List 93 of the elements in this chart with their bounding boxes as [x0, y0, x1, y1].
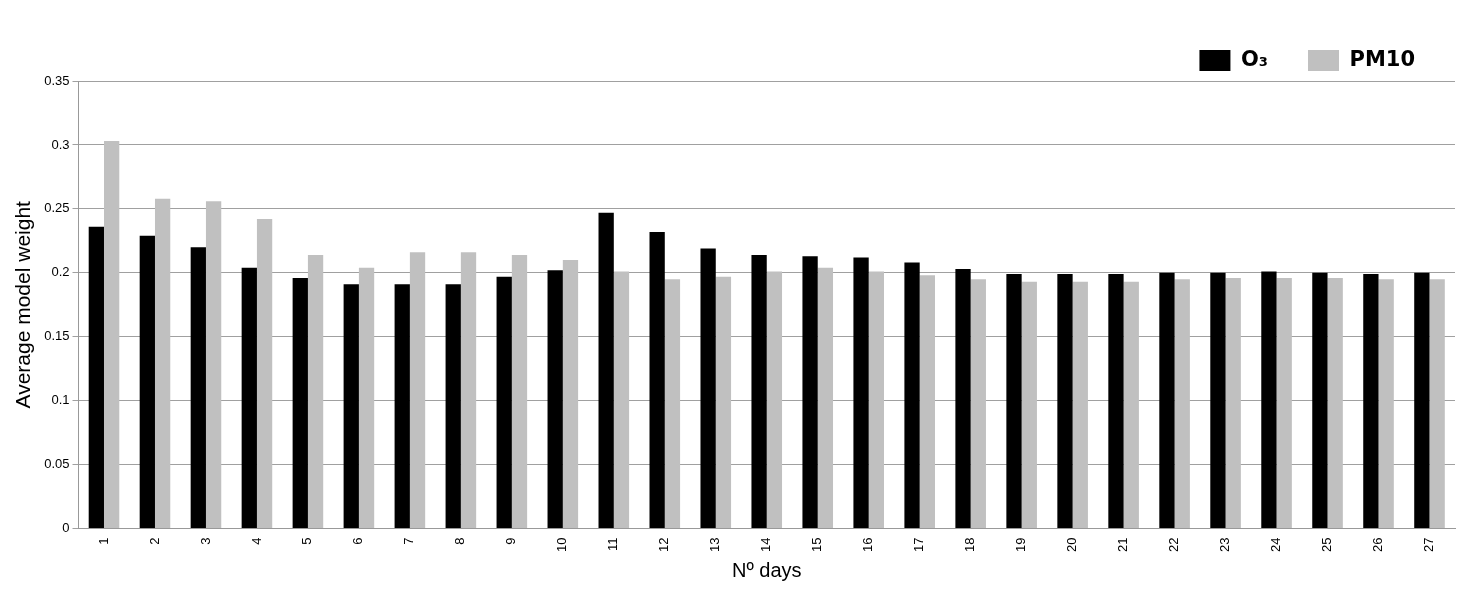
- bar: [154, 198, 171, 529]
- bar: [598, 212, 614, 529]
- bar: [1327, 277, 1343, 529]
- bar: [802, 256, 818, 529]
- y-tick-label: 0.1: [51, 392, 70, 408]
- x-tick-label: 7: [401, 537, 417, 545]
- bar: [1072, 281, 1088, 529]
- bar: [1378, 279, 1394, 529]
- x-tick-label: 1: [95, 537, 111, 545]
- y-tick-label: 0.2: [51, 264, 70, 280]
- bar: [1108, 274, 1124, 529]
- bar: [613, 271, 630, 529]
- bar: [1174, 279, 1190, 529]
- x-tick-label: 14: [758, 537, 774, 553]
- bar: [103, 141, 120, 529]
- x-tick-label: 8: [452, 537, 468, 545]
- x-tick-label: 12: [656, 537, 672, 553]
- bar: [817, 267, 834, 529]
- bar: [343, 284, 359, 529]
- bar: [190, 247, 206, 529]
- x-tick-label: 19: [1013, 537, 1029, 553]
- bar: [700, 248, 716, 529]
- bar: [241, 267, 257, 529]
- bar: [1414, 272, 1430, 529]
- bar: [511, 254, 528, 529]
- bar: [1276, 277, 1292, 529]
- bar: [715, 276, 732, 529]
- y-tick-label: 0.35: [44, 72, 70, 88]
- x-tick-label: 22: [1166, 537, 1182, 553]
- bar: [970, 279, 986, 529]
- x-tick-label: 23: [1217, 537, 1233, 553]
- bar: [955, 268, 971, 529]
- bar: [1057, 274, 1073, 529]
- bar: [1006, 274, 1022, 529]
- bar: [1429, 279, 1445, 529]
- bar: [664, 279, 681, 529]
- bar: [205, 201, 222, 529]
- bar: [1312, 272, 1328, 529]
- x-tick-label: 17: [911, 537, 927, 553]
- x-tick-label: 6: [350, 537, 366, 545]
- bar: [868, 271, 885, 529]
- x-tick-label: 24: [1268, 537, 1284, 553]
- bar: [562, 260, 579, 529]
- x-tick-label: 11: [605, 537, 621, 552]
- y-tick-label: 0.3: [51, 136, 70, 152]
- bar: [919, 275, 935, 529]
- x-axis-title: Nº days: [731, 558, 802, 581]
- legend-label: O₃: [1240, 46, 1268, 71]
- x-tick-label: 16: [860, 537, 876, 553]
- bar: [1159, 272, 1175, 529]
- bar: [139, 235, 155, 529]
- x-tick-label: 26: [1370, 537, 1386, 553]
- bar: [358, 267, 375, 529]
- x-tick-label: 21: [1115, 537, 1131, 553]
- bar: [445, 284, 461, 529]
- bar: [1210, 272, 1226, 529]
- bar: [1363, 274, 1379, 529]
- x-tick-label: 27: [1421, 537, 1437, 553]
- x-tick-label: 18: [962, 537, 978, 553]
- x-tick-label: 13: [707, 537, 723, 553]
- bar: [547, 270, 563, 529]
- bar: [904, 262, 920, 529]
- bar: [307, 254, 324, 529]
- x-tick-label: 3: [197, 537, 213, 545]
- bar: [292, 277, 308, 529]
- bar: [394, 284, 410, 529]
- bar: [409, 252, 426, 529]
- y-tick-label: 0.15: [44, 328, 70, 344]
- y-tick-label: 0.05: [44, 456, 70, 472]
- x-tick-label: 5: [299, 537, 315, 545]
- bar: [88, 226, 104, 529]
- bar: [256, 219, 273, 529]
- bar: [460, 252, 477, 529]
- bar: [1123, 281, 1139, 529]
- bar: [1261, 271, 1277, 529]
- bar: [496, 276, 512, 529]
- bar: [1225, 277, 1241, 529]
- y-tick-label: 0: [62, 520, 70, 536]
- bar: [1021, 281, 1037, 529]
- x-tick-label: 10: [554, 537, 570, 553]
- x-tick-label: 9: [503, 537, 519, 545]
- bar: [751, 254, 767, 529]
- legend-label: PM10: [1349, 46, 1415, 71]
- y-axis-title: Average model weight: [11, 200, 35, 409]
- x-tick-label: 15: [809, 537, 825, 553]
- bar: [649, 231, 665, 529]
- x-tick-label: 2: [146, 537, 162, 545]
- x-tick-label: 25: [1319, 537, 1335, 553]
- bar: [853, 257, 869, 529]
- y-tick-label: 0.25: [44, 200, 70, 216]
- x-tick-label: 4: [248, 537, 264, 545]
- bar: [766, 271, 783, 529]
- x-tick-label: 20: [1064, 537, 1080, 553]
